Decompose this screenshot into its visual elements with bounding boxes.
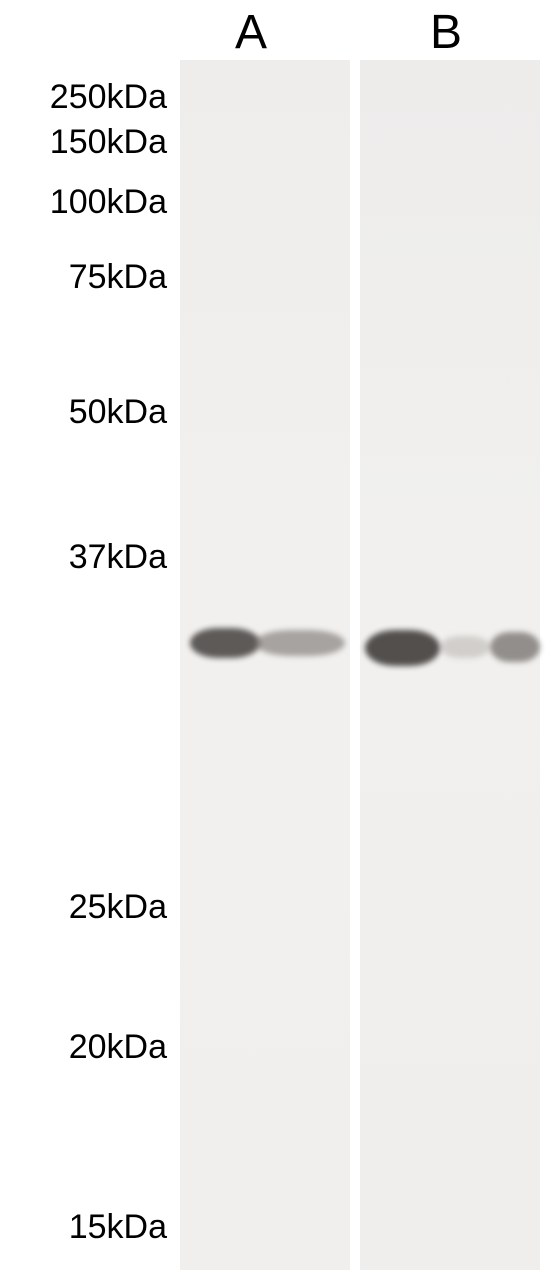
band-a-right — [255, 630, 345, 656]
band-b-left — [365, 630, 440, 666]
lane-divider — [351, 60, 357, 1270]
marker-250: 250kDa — [50, 78, 167, 117]
band-b-mid — [440, 636, 490, 658]
marker-25: 25kDa — [69, 888, 167, 927]
blot-container: A B 250kDa 150kDa 100kDa 75kDa 50kDa 37k… — [0, 0, 557, 1280]
marker-150: 150kDa — [50, 123, 167, 162]
marker-37: 37kDa — [69, 538, 167, 577]
marker-15: 15kDa — [69, 1208, 167, 1247]
lane-a-label: A — [235, 5, 267, 60]
marker-50: 50kDa — [69, 393, 167, 432]
lane-a — [180, 60, 350, 1270]
marker-75: 75kDa — [69, 258, 167, 297]
marker-100: 100kDa — [50, 183, 167, 222]
lane-b-label: B — [430, 5, 462, 60]
marker-20: 20kDa — [69, 1028, 167, 1067]
band-a-left — [190, 628, 260, 658]
band-b-right — [490, 632, 540, 662]
